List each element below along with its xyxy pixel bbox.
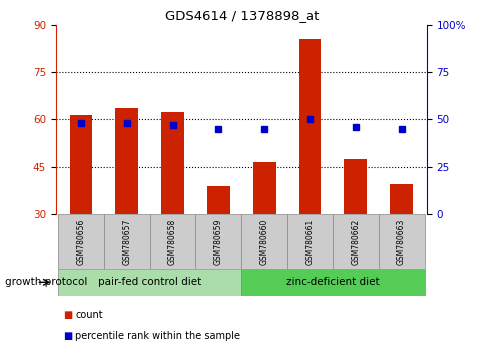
Text: percentile rank within the sample: percentile rank within the sample [75,331,240,341]
Bar [115,108,138,214]
Bar [150,214,195,269]
Text: GSM780656: GSM780656 [76,218,85,265]
Bar [161,112,183,214]
Bar [332,214,378,269]
Bar [58,214,104,269]
Bar [344,159,366,214]
Bar [389,184,412,214]
Bar [298,39,321,214]
Bar [241,269,424,296]
Text: ■: ■ [63,310,72,320]
Bar [195,214,241,269]
Text: GSM780661: GSM780661 [305,218,314,265]
Bar [104,214,150,269]
Bar [58,269,241,296]
Text: GSM780658: GSM780658 [168,218,177,265]
Text: growth protocol: growth protocol [5,277,87,287]
Text: ■: ■ [63,331,72,341]
Text: GSM780659: GSM780659 [213,218,223,265]
Text: zinc-deficient diet: zinc-deficient diet [286,277,379,287]
Text: GSM780660: GSM780660 [259,218,268,265]
Bar [287,214,332,269]
Text: pair-fed control diet: pair-fed control diet [98,277,201,287]
Text: GSM780657: GSM780657 [122,218,131,265]
Bar [378,214,424,269]
Text: count: count [75,310,103,320]
Text: GDS4614 / 1378898_at: GDS4614 / 1378898_at [165,9,319,22]
Bar [69,115,92,214]
Bar [252,162,275,214]
Bar [241,214,287,269]
Text: GSM780662: GSM780662 [350,218,360,265]
Bar [207,186,229,214]
Text: GSM780663: GSM780663 [396,218,405,265]
